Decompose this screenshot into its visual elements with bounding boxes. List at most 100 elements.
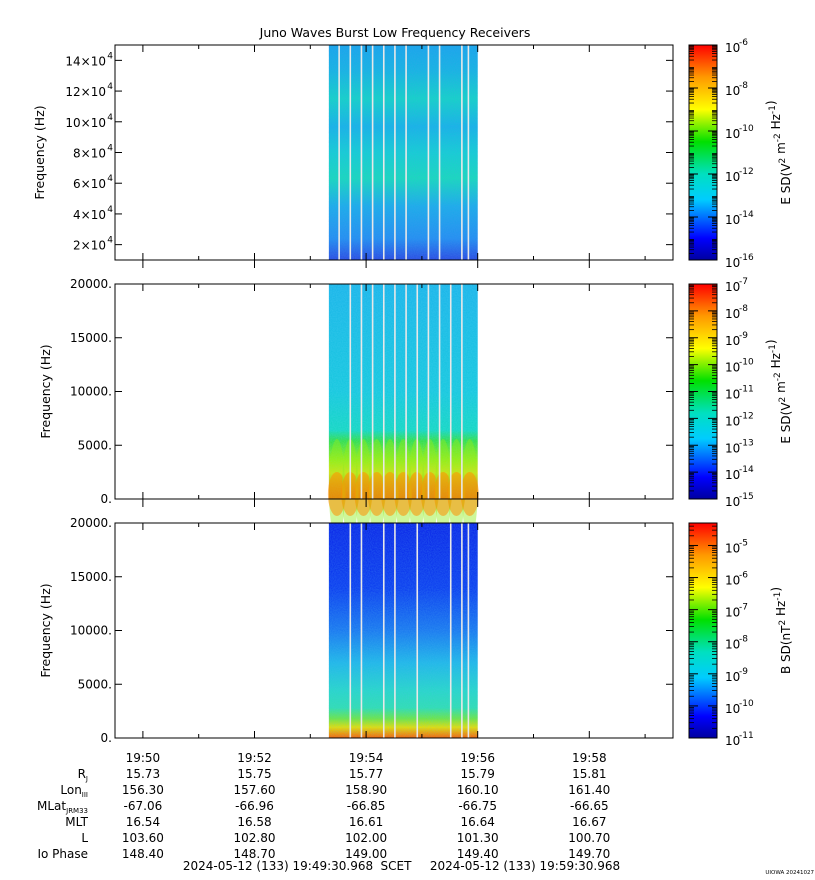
x-tick-label: 19:54 bbox=[349, 751, 384, 765]
ephemeris-row-label: MLatJRM33 bbox=[37, 799, 88, 815]
emission-lobe-core bbox=[434, 472, 453, 516]
colorbar-tick-exponent: -6 bbox=[739, 38, 748, 48]
colorbar-tick-label: 10 bbox=[725, 334, 740, 348]
time-axis: 19:50 19:52 19:54 19:56 19:58 bbox=[126, 751, 607, 765]
colorbar-tick-exponent: -10 bbox=[739, 699, 754, 709]
colorbar-tick-exponent: -11 bbox=[739, 731, 754, 741]
colorbar-tick-exponent: -7 bbox=[739, 603, 748, 613]
colorbar-tick-exponent: -14 bbox=[739, 210, 754, 220]
colorbar-tick-exponent: -15 bbox=[739, 492, 754, 502]
y-tick-label: 5000. bbox=[78, 438, 112, 452]
colorbar-scale bbox=[688, 522, 718, 739]
colorbar-tick-exponent: -14 bbox=[739, 465, 754, 475]
y-tick-exponent: 4 bbox=[107, 236, 113, 246]
colorbar-tick-label: 10 bbox=[725, 213, 740, 227]
colorbar-tick-label: 10 bbox=[725, 280, 740, 294]
y-tick-exponent: 4 bbox=[107, 205, 113, 215]
colorbar-label: E SD(V2 m-2 Hz-1) bbox=[764, 339, 793, 443]
spectrogram-texture bbox=[328, 45, 478, 260]
y-tick-label: 5000. bbox=[78, 677, 112, 691]
emission-lobe-core bbox=[354, 472, 373, 516]
y-axis-label: Frequency (Hz) bbox=[32, 105, 47, 199]
y-tick-label: 2×10 bbox=[73, 239, 106, 253]
ephemeris-value: 148.70 bbox=[234, 847, 276, 861]
colorbar-tick-label: 10 bbox=[725, 541, 740, 555]
ephemeris-value: 161.40 bbox=[568, 783, 610, 797]
ephemeris-value: 100.70 bbox=[568, 831, 610, 845]
colorbar-tick-exponent: -10 bbox=[739, 358, 754, 368]
ephemeris-value: -66.75 bbox=[458, 799, 497, 813]
emission-lobe-core bbox=[420, 472, 439, 516]
ephemeris-value: 149.00 bbox=[345, 847, 387, 861]
colorbar-tick-exponent: -5 bbox=[739, 538, 748, 548]
ephemeris-value: 15.73 bbox=[126, 767, 160, 781]
ephemeris-row-label: Io Phase bbox=[37, 847, 88, 861]
colorbar-tick-exponent: -7 bbox=[739, 277, 748, 287]
colorbar-label: E SD(V2 m-2 Hz-1) bbox=[764, 100, 793, 204]
y-tick-label: 12×10 bbox=[65, 85, 106, 99]
ephemeris-value: 160.10 bbox=[457, 783, 499, 797]
colorbar-scale bbox=[688, 44, 718, 261]
colorbar-tick-label: 10 bbox=[725, 606, 740, 620]
x-tick-label: 19:52 bbox=[237, 751, 272, 765]
y-tick-exponent: 4 bbox=[107, 82, 113, 92]
x-tick-label: 19:56 bbox=[460, 751, 495, 765]
colorbar-tick-label: 10 bbox=[725, 361, 740, 375]
colorbar: 10-1510-1410-1310-1210-1110-1010-910-810… bbox=[688, 277, 793, 509]
panel-2: 0. 5000. 10000. 15000. 20000. Frequency (Hz) 1… bbox=[38, 277, 793, 539]
ephemeris-value: 16.67 bbox=[572, 815, 606, 829]
colorbar-tick-label: 10 bbox=[725, 441, 740, 455]
ephemeris-value: 15.77 bbox=[349, 767, 383, 781]
ephemeris-value: 149.70 bbox=[568, 847, 610, 861]
panel-1: 2×10 44×10 46×10 48×10 410×10 412×10 414×10 4Fr… bbox=[32, 38, 793, 270]
y-tick-label: 0. bbox=[101, 731, 112, 745]
footer-end-time: 2024-05-12 (133) 19:59:30.968 bbox=[430, 859, 620, 873]
ephemeris-value: 101.30 bbox=[457, 831, 499, 845]
x-tick-label: 19:58 bbox=[572, 751, 607, 765]
colorbar-tick-label: 10 bbox=[725, 84, 740, 98]
colorbar-tick-exponent: -12 bbox=[739, 167, 754, 177]
y-axis-label: Frequency (Hz) bbox=[38, 344, 53, 438]
y-tick-label: 14×10 bbox=[65, 54, 106, 68]
y-tick-exponent: 4 bbox=[107, 51, 113, 61]
colorbar-tick-label: 10 bbox=[725, 41, 740, 55]
y-tick-exponent: 4 bbox=[107, 144, 113, 154]
panel-3: 0. 5000. 10000. 15000. 20000. Frequency (Hz) 1… bbox=[38, 516, 793, 748]
ephemeris-value: 158.90 bbox=[345, 783, 387, 797]
emission-lobe-core bbox=[460, 472, 479, 516]
colorbar-tick-label: 10 bbox=[725, 574, 740, 588]
y-tick-label: 20000. bbox=[70, 277, 112, 291]
colorbar-tick-exponent: -13 bbox=[739, 438, 754, 448]
colorbar-tick-exponent: -10 bbox=[739, 124, 754, 134]
credit-label: UIOWA 20241027 bbox=[765, 870, 814, 876]
colorbar-tick-exponent: -6 bbox=[739, 571, 748, 581]
y-tick-label: 4×10 bbox=[73, 208, 106, 222]
y-tick-exponent: 4 bbox=[107, 113, 113, 123]
ephemeris-row-label: LonIII bbox=[60, 783, 88, 799]
y-tick-label: 0. bbox=[101, 492, 112, 506]
footer-start-time: 2024-05-12 (133) 19:49:30.968 bbox=[183, 859, 373, 873]
emission-lobe-core bbox=[394, 472, 413, 516]
colorbar-tick-exponent: -12 bbox=[739, 411, 754, 421]
ephemeris-value: -67.06 bbox=[124, 799, 163, 813]
ephemeris-row-label: MLT bbox=[65, 815, 88, 829]
ephemeris-value: 148.40 bbox=[122, 847, 164, 861]
ephemeris-table: RJ 15.73 15.75 15.77 15.79 15.81 LonIII 156.30 1… bbox=[37, 767, 610, 861]
ephemeris-value: 15.75 bbox=[237, 767, 271, 781]
y-axis-label: Frequency (Hz) bbox=[38, 583, 53, 677]
ephemeris-value: -66.65 bbox=[570, 799, 609, 813]
y-tick-label: 10000. bbox=[70, 385, 112, 399]
ephemeris-value: 16.58 bbox=[237, 815, 271, 829]
y-tick-label: 6×10 bbox=[73, 177, 106, 191]
ephemeris-row-label: RJ bbox=[78, 767, 88, 783]
colorbar-tick-label: 10 bbox=[725, 256, 740, 270]
ephemeris-value: 15.79 bbox=[461, 767, 495, 781]
ephemeris-value: 102.80 bbox=[234, 831, 276, 845]
y-tick-exponent: 4 bbox=[107, 174, 113, 184]
colorbar-tick-label: 10 bbox=[725, 702, 740, 716]
chart-title: Juno Waves Burst Low Frequency Receivers bbox=[259, 25, 531, 40]
colorbar-tick-label: 10 bbox=[725, 170, 740, 184]
